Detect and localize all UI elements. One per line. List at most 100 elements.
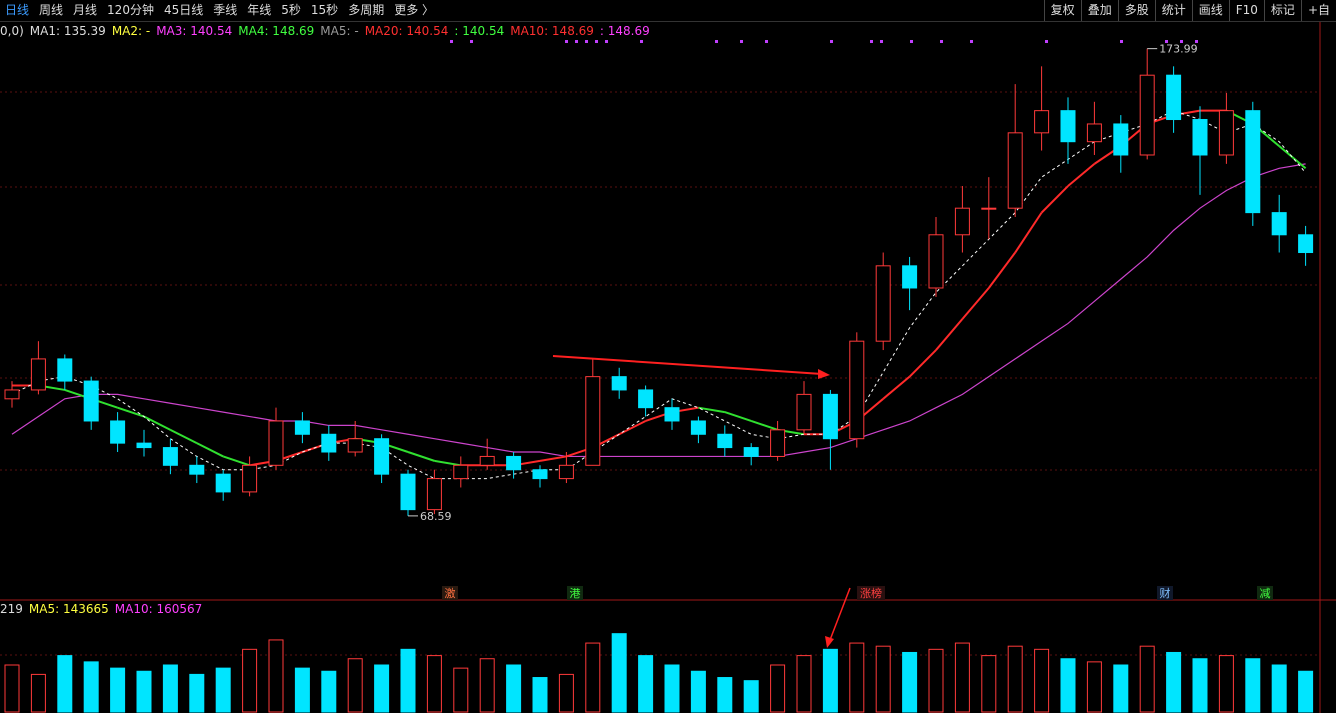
low-label: 68.59 [420,510,452,523]
period-tab[interactable]: 45日线 [163,3,204,17]
dot [765,40,768,43]
volume-bar [479,658,495,713]
candle-body [426,478,442,511]
volume-bar [717,677,733,713]
event-tag[interactable]: 涨榜 [860,586,882,600]
volume-bar [849,642,865,713]
candle-body [1192,119,1208,156]
volume-bar [400,648,416,713]
legend-item: MA10: 148.69 [510,24,594,38]
candle-body [1218,110,1234,156]
candle-body [664,407,680,422]
volume-bar [585,642,601,713]
volume-bar [347,658,363,713]
candle-body [506,455,522,471]
ma-line-segment [222,455,250,467]
period-tab[interactable]: 15秒 [310,3,339,17]
period-tab[interactable]: 年线 [247,3,272,17]
legend-item: MA1: 135.39 [29,24,106,38]
legend-item: : 148.69 [599,24,650,38]
volume-bar [1086,661,1102,713]
tool-button[interactable]: F10 [1228,0,1264,21]
candle-body [690,420,706,435]
tool-button[interactable]: 画线 [1191,0,1229,21]
period-tab[interactable]: 周线 [39,3,64,17]
candle-body [981,207,997,210]
ma-line-segment [618,420,647,436]
toolbar: 日线 周线 月线 120分钟 45日线 季线 年线 5秒 15秒 多周期 更多 〉 复权 叠加 多股 统计… [0,0,1336,22]
ma-legend: 0,0) MA1: 135.39 MA2: - MA3: 140.54 MA4: 148… [0,22,656,40]
candle-body [770,429,786,457]
volume-bar [796,655,812,713]
period-tab[interactable]: 5秒 [281,3,301,17]
volume-bar [954,642,970,713]
dot [470,40,473,43]
volume-bar [242,648,258,713]
candle-body [136,442,152,449]
tool-button[interactable]: 统计 [1154,0,1192,21]
dot [640,40,643,43]
period-tab[interactable]: 日线 [5,3,30,17]
tool-button[interactable]: 标记 [1263,0,1301,21]
candle-body [875,265,891,342]
dot [1165,40,1168,43]
dot [880,40,883,43]
dot [940,40,943,43]
ma-line-segment [196,442,224,458]
tool-button[interactable]: 复权 [1043,0,1081,21]
volume-legend: 219 MA5: 143665 MA10: 160567 [0,601,208,617]
volume-bar [928,648,944,713]
dot [1180,40,1183,43]
pointer-arrowhead [825,636,834,648]
volume-bar [136,670,152,713]
ma-line [11,163,1306,458]
event-tag[interactable]: 减 [1260,587,1271,600]
legend-item: 0,0) [0,24,24,38]
volume-bar [1245,658,1261,713]
candle-body [374,438,390,475]
period-tab[interactable]: 更多 〉 [394,3,435,17]
candle-body [1298,234,1314,254]
volume-bar [426,655,442,713]
period-tab[interactable]: 120分钟 [107,3,154,17]
candle-body [30,358,46,391]
signal-dots [450,40,1198,43]
event-tags: 激 港 涨榜 财 减 [442,586,1273,600]
volume-bar [1218,655,1234,713]
ma-line-segment [750,420,778,431]
volume-bar [1139,645,1155,713]
period-tab[interactable]: 月线 [73,3,98,17]
event-tag[interactable]: 激 [445,586,456,600]
period-tab[interactable]: 多周期 [348,3,385,17]
volume-bar [532,677,548,713]
tool-button[interactable]: 多股 [1117,0,1155,21]
volume-bar [1192,658,1208,713]
volume-bar [558,673,574,713]
volume-bar [57,655,73,713]
candle-body [902,265,918,289]
event-tag[interactable]: 港 [570,587,581,600]
volume-bar [1166,651,1182,713]
ma-line-segment [1014,212,1043,254]
period-tab[interactable]: 季线 [213,3,238,17]
event-tag[interactable]: 财 [1160,586,1171,600]
legend-item: MA4: 148.69 [238,24,315,38]
volume-bar [110,667,126,713]
event-box [1157,586,1173,600]
candle-body [242,464,258,493]
volume-bar [268,639,284,713]
ma-line-segment [908,349,937,378]
volume-bar [611,633,627,713]
tool-button[interactable]: 叠加 [1080,0,1118,21]
trend-line [552,355,823,375]
candle-body [928,234,944,289]
ma-line-segment [698,406,725,414]
candle-body [532,469,548,480]
ma-line-segment [961,287,990,320]
volume-bar [294,667,310,713]
dot [450,40,453,43]
tool-button[interactable]: +自 [1300,0,1336,21]
ma-line-segment [169,428,198,445]
